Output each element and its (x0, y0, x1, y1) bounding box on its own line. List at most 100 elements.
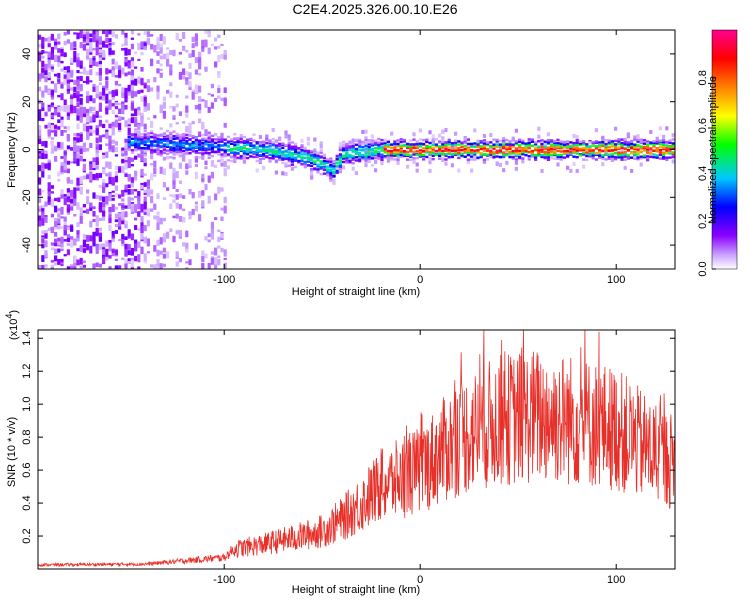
spectrogram-cell (514, 166, 518, 171)
spectrogram-cell (633, 147, 637, 151)
spectrogram-cell (470, 142, 474, 146)
spectrogram-cell (217, 148, 221, 152)
spectrogram-cell (121, 147, 125, 152)
spectrogram-cell (498, 151, 502, 154)
spectrogram-cell (588, 155, 592, 158)
spectrogram-cell (121, 233, 125, 240)
spectrogram-cell (57, 119, 61, 124)
spectrogram-cell (73, 145, 77, 153)
spectrogram-cell (57, 171, 61, 177)
spectrogram-cell (191, 192, 195, 199)
spectrogram-cell (422, 153, 426, 157)
spectrogram-cell (287, 160, 291, 163)
spectrogram-cell (342, 144, 346, 148)
spectrogram-cell (614, 143, 618, 146)
spectrogram-cell (130, 141, 134, 144)
spectrogram-cell (278, 158, 282, 161)
spectrogram-cell (111, 124, 115, 131)
spectrogram-cell (300, 145, 304, 149)
spectrogram-cell (460, 141, 464, 144)
spectrogram-cell (194, 136, 198, 139)
spectrogram-cell (588, 145, 592, 148)
spectrogram-cell (521, 149, 525, 152)
spectrogram-cell (82, 245, 86, 252)
spectrogram-cell (281, 161, 285, 165)
spectrogram-cell (63, 224, 67, 230)
spectrogram-cell (50, 185, 54, 189)
spectrogram-cell (111, 194, 115, 198)
spectrogram-cell (172, 156, 176, 160)
spectrogram-cell (463, 150, 467, 153)
spectrogram-cell (364, 163, 368, 168)
spectrogram-cell (162, 53, 166, 60)
spectrogram-cell (162, 217, 166, 222)
spectrogram-cell (303, 161, 307, 164)
spectrogram-cell (130, 164, 134, 167)
spectrogram-cell (150, 195, 154, 204)
spectrogram-cell (210, 150, 214, 154)
spectrogram-cell (652, 156, 656, 159)
spectrogram-cell (98, 243, 102, 250)
spectrogram-cell (287, 164, 291, 167)
spectrogram-cell (239, 141, 243, 144)
spectrogram-cell (60, 82, 64, 89)
spectrogram-cell (166, 137, 170, 141)
spectrogram-cell (121, 237, 125, 244)
spectrogram-cell (425, 140, 429, 144)
spectrogram-cell (217, 255, 221, 258)
spectrogram-cell (412, 157, 416, 160)
spectrogram-cell (377, 145, 381, 148)
spectrogram-cell (47, 59, 51, 67)
spectrogram-cell (166, 47, 170, 50)
spectrogram-cell (380, 158, 384, 162)
spectrogram-cell (486, 141, 490, 144)
spectrogram-cell (121, 43, 125, 47)
spectrogram-cell (607, 142, 611, 146)
spectrogram-cell (124, 32, 128, 39)
spectrogram-cell (108, 44, 112, 51)
spectrogram-cell (66, 76, 70, 84)
spectrogram-cell (386, 145, 390, 149)
spectrogram-cell (617, 156, 621, 159)
spectrogram-cell (92, 86, 96, 92)
spectrogram-cell (76, 158, 80, 166)
spectrogram-cell (92, 157, 96, 164)
spectrogram-cell (82, 264, 86, 268)
spectrogram-cell (60, 162, 64, 167)
spectrogram-cell (438, 152, 442, 155)
spectrogram-cell (572, 146, 576, 149)
spectrogram-cell (124, 37, 128, 46)
spectrogram-cell (326, 158, 330, 161)
spectrogram-cell (185, 133, 189, 137)
spectrogram-cell (450, 163, 454, 168)
spectrogram-cell (38, 215, 42, 223)
spectrogram-cell (156, 265, 160, 268)
spectrogram-cell (639, 150, 643, 154)
spectrogram-cell (636, 153, 640, 156)
spectrogram-cell (191, 147, 195, 150)
spectrogram-cell (143, 44, 147, 49)
spectrogram-cell (623, 142, 627, 146)
spectrogram-cell (316, 154, 320, 158)
spectrogram-cell (479, 153, 483, 157)
spectrogram-cell (127, 258, 131, 264)
spectrogram-cell (108, 141, 112, 150)
spectrogram-cell (505, 146, 509, 149)
spectrogram-cell (41, 67, 45, 74)
spectrogram-cell (662, 143, 666, 147)
spectrogram-cell (50, 114, 54, 119)
spectrogram-cell (287, 158, 291, 161)
spectrogram-cell (150, 120, 154, 128)
spectrogram-cell (281, 171, 285, 176)
spectrogram-cell (287, 144, 291, 147)
spectrogram-cell (335, 169, 339, 173)
spectrogram-cell (38, 198, 42, 203)
spectrogram-cell (310, 150, 314, 153)
spectrogram-cell (310, 154, 314, 157)
spectrogram-cell (60, 105, 64, 112)
spectrogram-cell (60, 258, 64, 262)
spectrogram-cell (262, 145, 266, 148)
spectrogram-cell (402, 149, 406, 153)
spectrogram-cell (162, 148, 166, 151)
spectrogram-cell (194, 69, 198, 75)
